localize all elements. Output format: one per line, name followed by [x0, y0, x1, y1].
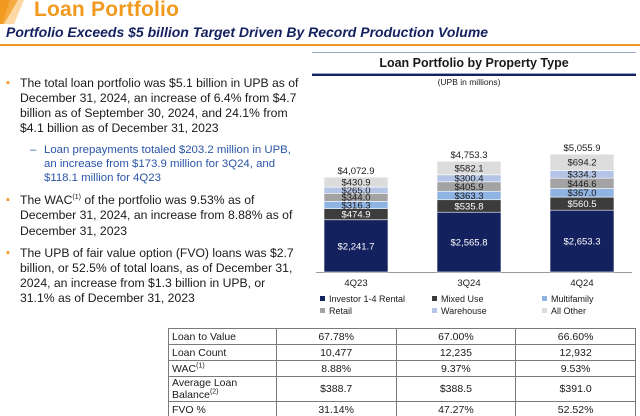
table-cell: 12,932	[515, 344, 636, 361]
page-subtitle: Portfolio Exceeds $5 billion Target Driv…	[6, 24, 489, 40]
table-row-label: Loan Count	[168, 344, 277, 361]
x-tick-label: 4Q23	[344, 278, 367, 289]
bar-data-label: $446.6	[567, 179, 596, 190]
table-row: Average Loan Balance(2) $388.7 $388.5 $391.…	[168, 376, 636, 402]
title-divider	[0, 44, 640, 46]
table-row: Loan to Value 67.78% 67.00% 66.60%	[168, 328, 636, 345]
bullet-marker-icon: ▪	[6, 194, 10, 207]
bullet-text: The total loan portfolio was $5.1 billio…	[20, 76, 299, 136]
table-cell: 9.37%	[395, 360, 517, 377]
bar-data-label: $474.9	[341, 210, 370, 221]
dash-marker-icon: –	[30, 144, 37, 157]
legend-entry: Multifamily	[551, 294, 594, 304]
bullet-total-portfolio: ▪ The total loan portfolio was $5.1 bill…	[4, 76, 300, 136]
table-row-label: FVO %	[168, 401, 277, 416]
bar-segment	[436, 160, 502, 176]
sub-bullet-text: Loan prepayments totaled $203.2 million …	[44, 144, 291, 185]
table-row-label: WAC(1)	[168, 360, 277, 377]
bar-data-label: $334.3	[567, 170, 596, 181]
bar-data-label: $363.3	[454, 191, 483, 202]
bar-data-label: $300.4	[454, 174, 483, 185]
title-bar: Loan Portfolio	[0, 0, 640, 24]
chart-header: Loan Portfolio by Property Type	[312, 52, 636, 74]
bar-segment	[436, 211, 502, 273]
legend-entry: All Other	[551, 306, 586, 316]
legend-swatch	[432, 296, 437, 301]
bar-total-label: $4,072.9	[338, 166, 375, 177]
bullet-marker-icon: ▪	[6, 77, 10, 89]
bar-segment	[323, 176, 389, 188]
stacked-bar-chart: (UPB in millions) $2,241.7 $474.9$316.3$34…	[316, 77, 632, 316]
bar-data-label: $535.8	[454, 201, 483, 212]
bar-data-label: $2,241.7	[338, 241, 375, 252]
footnote-ref: (2)	[209, 388, 219, 396]
table-cell: 31.14%	[275, 401, 397, 416]
table-cell: 47.27%	[395, 401, 517, 416]
bullet-text-pre: The WAC	[20, 193, 73, 208]
bullet-marker-icon: ▪	[6, 246, 10, 259]
bar-data-label: $582.1	[454, 163, 483, 174]
footnote-ref: (1)	[196, 362, 205, 369]
bullet-text: The UPB of fair value option (FVO) loans…	[20, 245, 294, 305]
chart-unit-note: (UPB in millions)	[438, 77, 501, 87]
chart-title: Loan Portfolio by Property Type	[379, 56, 569, 70]
bar-data-label: $2,653.3	[564, 236, 601, 247]
bar-data-label: $344.0	[341, 193, 370, 204]
bar-segment	[549, 209, 615, 273]
legend-entry: Retail	[329, 306, 352, 316]
legend-swatch	[542, 296, 547, 301]
bullet-wac: ▪ The WAC(1) of the portfolio was 9.53% …	[4, 193, 300, 238]
bullet-fvo: ▪ The UPB of fair value option (FVO) loa…	[4, 246, 300, 306]
table-cell: $388.5	[395, 376, 517, 402]
table-cell: 10,477	[275, 344, 397, 361]
x-tick-label: 3Q24	[457, 278, 480, 289]
bar-data-label: $405.9	[454, 182, 483, 193]
bar-total-label: $5,055.9	[564, 143, 601, 154]
table-cell: 67.00%	[395, 328, 517, 345]
bar-data-label: $694.2	[567, 158, 596, 169]
table-row: Loan Count 10,477 12,235 12,932	[168, 344, 636, 361]
chart-header-divider	[312, 74, 636, 76]
bullet-text-post: of the portfolio was 9.53% as of Decembe…	[20, 193, 293, 238]
table-cell: 52.52%	[515, 401, 636, 416]
bar-data-label: $430.9	[341, 178, 370, 189]
table-cell: 12,235	[395, 344, 517, 361]
table-row-label: Average Loan Balance(2)	[168, 376, 277, 402]
table-cell: 9.53%	[515, 360, 636, 377]
bar-segment	[549, 153, 615, 171]
bar-data-label: $265.0	[341, 186, 370, 197]
table-row: FVO % 31.14% 47.27% 52.52%	[168, 401, 636, 416]
legend-swatch	[432, 308, 437, 313]
bullet-list: ▪ The total loan portfolio was $5.1 bill…	[4, 76, 300, 313]
legend-swatch	[542, 308, 547, 313]
legend-entry: Mixed Use	[441, 294, 484, 304]
legend-swatch	[320, 296, 325, 301]
page-title: Loan Portfolio	[34, 0, 180, 21]
sub-bullet-prepayments: – Loan prepayments totaled $203.2 millio…	[4, 143, 300, 185]
bar-data-label: $316.3	[341, 200, 370, 211]
legend-entry: Warehouse	[441, 306, 487, 316]
legend-swatch	[320, 308, 325, 313]
table-cell: $391.0	[515, 376, 636, 402]
bar-data-label: $2,565.8	[451, 238, 488, 249]
x-tick-label: 4Q24	[570, 278, 593, 289]
bar-data-label: $560.5	[567, 199, 596, 210]
legend-entry: Investor 1-4 Rental	[329, 294, 405, 304]
logo-icon	[0, 0, 24, 24]
bar-total-label: $4,753.3	[451, 150, 488, 161]
table-cell: 8.88%	[275, 360, 397, 377]
footnote-ref: (1)	[72, 194, 81, 202]
portfolio-metrics-table: Loan to Value 67.78% 67.00% 66.60% Loan Coun…	[168, 328, 636, 416]
bar-data-label: $367.0	[567, 188, 596, 199]
table-row: WAC(1) 8.88% 9.37% 9.53%	[168, 360, 636, 377]
table-cell: $388.7	[275, 376, 397, 402]
table-cell: 67.78%	[275, 328, 397, 345]
table-row-label: Loan to Value	[168, 328, 277, 345]
table-cell: 66.60%	[515, 328, 636, 345]
